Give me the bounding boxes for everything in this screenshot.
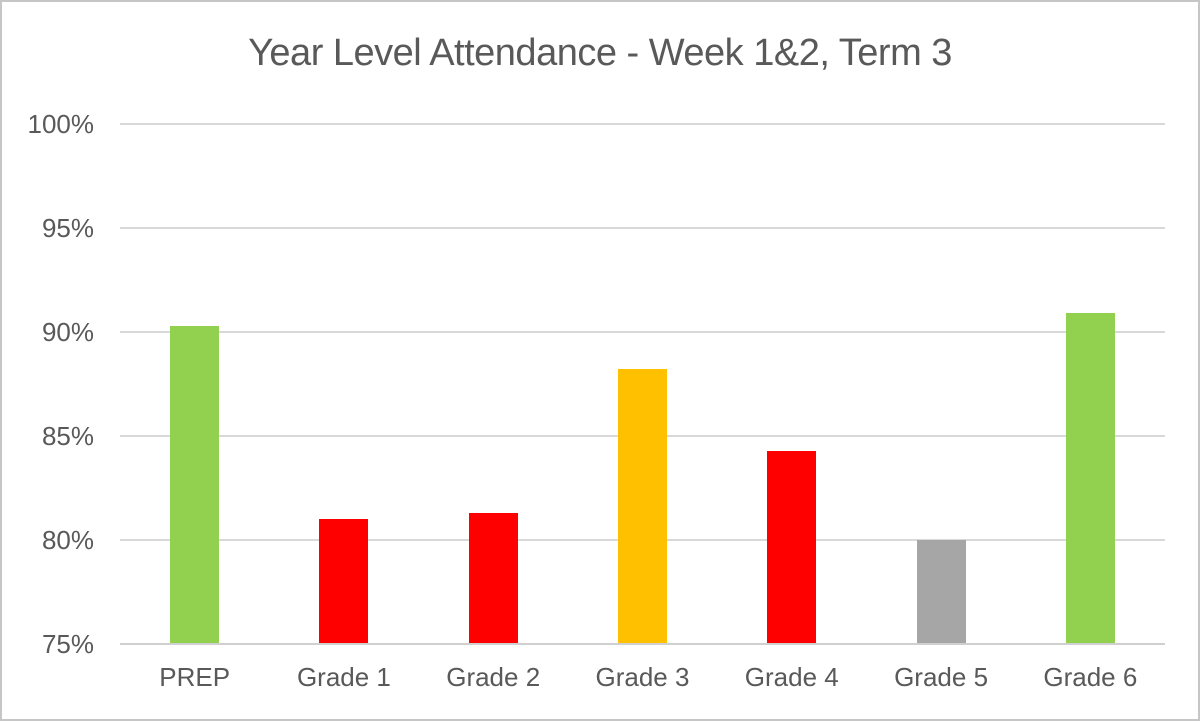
bar-grade-3	[618, 369, 667, 644]
y-tick-label-75%: 75%	[41, 629, 94, 659]
chart-title: Year Level Attendance - Week 1&2, Term 3	[248, 32, 952, 74]
y-tick-label-90%: 90%	[41, 317, 94, 347]
gridline-90%	[120, 331, 1165, 333]
y-tick-label-80%: 80%	[41, 525, 94, 555]
bar-grade-6	[1065, 313, 1115, 644]
bar-grade-5	[916, 540, 966, 644]
gridline-95%	[120, 227, 1165, 229]
x-tick-label-prep: PREP	[159, 662, 231, 692]
bar-grade-1	[319, 519, 369, 644]
gridline-100%	[120, 123, 1165, 125]
x-tick-label-grade-2: Grade 2	[446, 662, 541, 692]
y-tick-label-85%: 85%	[41, 421, 94, 451]
y-tick-label-100%: 100%	[27, 109, 95, 139]
x-tick-label-grade-5: Grade 5	[894, 662, 989, 692]
x-tick-label-grade-6: Grade 6	[1043, 662, 1138, 692]
bar-grade-4	[767, 450, 817, 644]
bar-grade-2	[468, 512, 518, 644]
x-tick-label-grade-3: Grade 3	[595, 662, 690, 692]
bar-prep	[170, 325, 220, 644]
y-tick-label-95%: 95%	[41, 213, 94, 243]
x-axis-line	[120, 643, 1165, 645]
x-tick-label-grade-4: Grade 4	[744, 662, 839, 692]
x-tick-label-grade-1: Grade 1	[296, 662, 391, 692]
